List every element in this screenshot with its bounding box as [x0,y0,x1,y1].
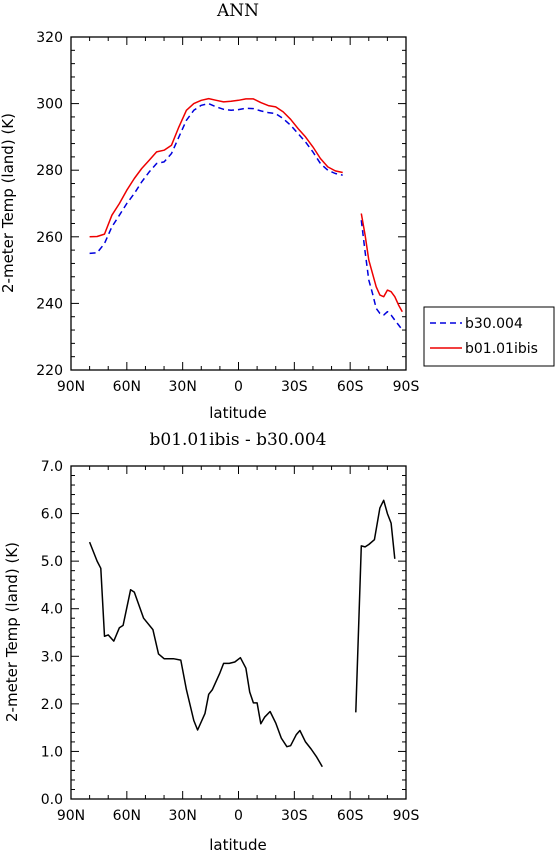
legend-box [423,306,555,367]
panel-annual-temperature: ANN 90N 60N 30N 0 30S 60S 90S 220 240 260 280 300 32… [0,1,555,422]
series-line-difference-segment-1 [88,541,323,768]
y-tick-label: 5.0 [41,554,63,570]
series-lines [89,97,403,331]
y-tick-label: 4.0 [41,602,63,618]
series-line-b01-01ibis-segment-2 [360,213,403,313]
legend-label-b30-004: b30.004 [465,316,523,332]
chart-title: ANN [216,1,259,21]
x-tick-label: 90N [57,808,85,824]
axis-ticks: 90N 60N 30N 0 30S 60S 90S 220 240 260 280 300 320 [36,30,419,395]
x-tick-label: 30S [281,808,308,824]
x-tick-label: 90S [393,808,420,824]
legend-label-b01-01ibis: b01.01ibis [465,341,538,357]
x-tick-label: 30N [169,808,197,824]
series-line-b30-004-segment-1 [89,102,343,255]
y-tick-label: 0.0 [41,792,63,808]
y-tick-label: 6.0 [41,507,63,523]
y-tick-label: 320 [36,30,63,46]
y-tick-label: 280 [36,163,63,179]
x-tick-label: 60N [113,379,141,395]
axis-ticks: 90N 60N 30N 0 30S 60S 90S 0.0 1.0 2.0 3.0 4.0 5.0 6.0… [41,459,420,824]
y-tick-label: 260 [36,230,63,246]
chart-title: b01.01ibis - b30.004 [150,430,327,450]
legend: b30.004 b01.01ibis [423,306,555,367]
y-axis-label: 2-meter Temp (land) (K) [3,542,21,722]
plot-frame [70,36,407,371]
y-tick-label: 240 [36,296,63,312]
x-tick-label: 60N [113,808,141,824]
y-tick-label: 1.0 [41,744,63,760]
series-line-difference-segment-2 [355,499,396,713]
x-tick-label: 0 [234,379,243,395]
y-axis-label: 2-meter Temp (land) (K) [0,113,17,293]
y-tick-label: 2.0 [41,697,63,713]
x-tick-label: 30S [281,379,308,395]
series-line-b01-01ibis-segment-1 [89,97,343,238]
x-tick-label: 60S [337,808,364,824]
x-tick-label: 30N [169,379,197,395]
plot-frame [70,465,407,800]
y-tick-label: 300 [36,97,63,113]
x-axis-label: latitude [209,404,267,422]
x-tick-label: 90N [57,379,85,395]
x-axis-label: latitude [209,836,267,852]
panel-temperature-difference: b01.01ibis - b30.004 90N 60N 30N 0 30S 60S 90S… [3,430,419,852]
x-tick-label: 0 [234,808,243,824]
x-tick-label: 90S [393,379,420,395]
y-tick-label: 220 [36,363,63,379]
series-lines [88,499,396,768]
y-tick-label: 3.0 [41,649,63,665]
y-tick-label: 7.0 [41,459,63,475]
x-tick-label: 60S [337,379,364,395]
series-line-b30-004-segment-2 [360,220,403,331]
